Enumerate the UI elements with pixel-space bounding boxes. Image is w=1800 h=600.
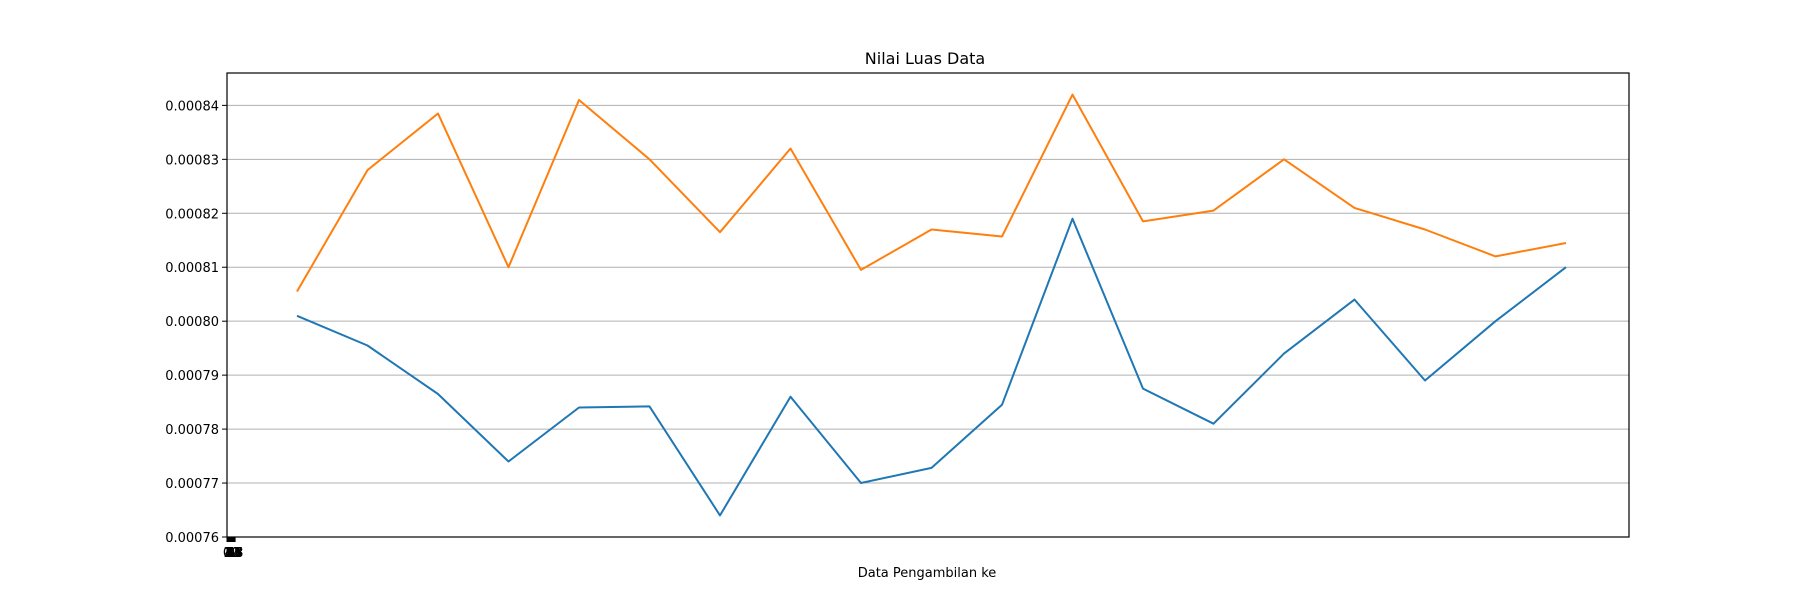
x-tick-label: 0 xyxy=(223,546,231,561)
x-tick-label: 12 xyxy=(224,546,241,561)
y-tick-label: 0.00084 xyxy=(165,99,219,114)
y-tick-label: 0.00083 xyxy=(165,153,219,168)
y-tick-label: 0.00080 xyxy=(165,315,219,330)
x-tick-label: 13 xyxy=(225,546,242,561)
plot-frame xyxy=(226,72,1630,538)
x-tick-label: 3 xyxy=(224,546,232,561)
x-tick-label: 4 xyxy=(225,546,233,561)
x-tick-label: 8 xyxy=(226,546,234,561)
x-tick-label: 15 xyxy=(225,546,242,561)
x-tick-label: 14 xyxy=(225,546,242,561)
series-line-2 xyxy=(296,93,1567,293)
x-tick-label: 10 xyxy=(223,546,240,561)
y-tick-label: 0.00077 xyxy=(165,477,219,492)
x-tick-label: 11 xyxy=(224,546,241,561)
y-tick-label: 0.00082 xyxy=(165,207,219,222)
grid-lines xyxy=(227,104,1629,538)
x-axis-label: Data Pengambilan ke xyxy=(858,566,997,581)
y-axis: 0.00076 0.00077 0.00078 0.00079 0.00080 0.000… xyxy=(165,99,227,546)
x-tick-label: 16 xyxy=(226,546,243,561)
y-tick-label: 0.00078 xyxy=(165,423,219,438)
series-line-1 xyxy=(296,217,1567,517)
x-tick-label: 6 xyxy=(226,546,234,561)
series-lines xyxy=(296,93,1567,517)
chart-title: Nilai Luas Data xyxy=(865,49,985,68)
x-tick-label: 18 xyxy=(227,546,244,561)
x-tick-label: 17 xyxy=(226,546,243,561)
x-tick-label: 7 xyxy=(226,546,234,561)
y-tick-label: 0.00079 xyxy=(165,369,219,384)
x-tick-label: 1 xyxy=(223,546,231,561)
x-tick-label: 5 xyxy=(225,546,233,561)
y-tick-label: 0.00081 xyxy=(165,261,219,276)
x-tick-label: 9 xyxy=(227,546,235,561)
x-tick-label: 2 xyxy=(224,546,232,561)
y-tick-label: 0.00076 xyxy=(165,531,219,546)
